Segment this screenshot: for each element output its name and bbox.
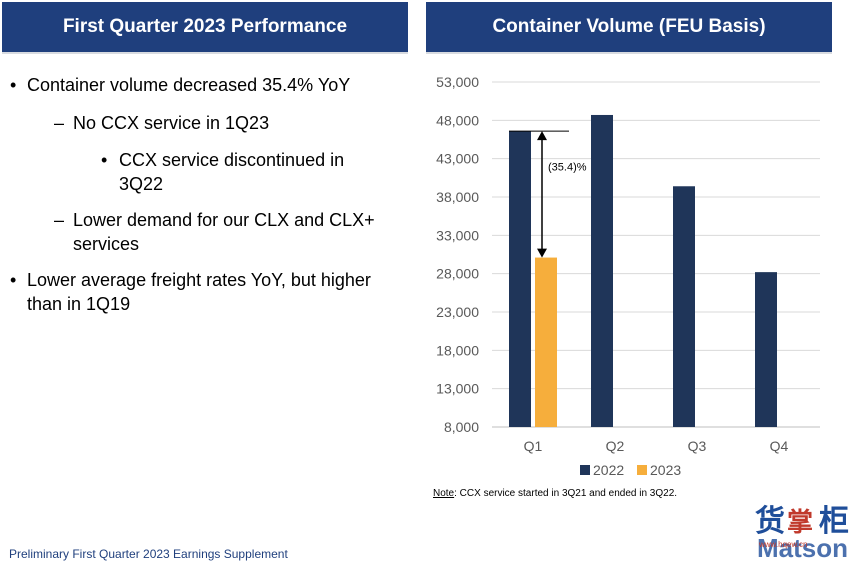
bullet-text: Container volume decreased 35.4% YoY (27, 75, 351, 95)
watermark-site: www.hqew.cn (758, 540, 807, 549)
y-tick-label: 33,000 (436, 227, 479, 243)
container-volume-chart: 8,000 13,000 18,000 23,000 28,000 33,000 38,00… (436, 74, 820, 478)
bar-2022-Q1 (509, 131, 531, 428)
y-tick-label: 43,000 (436, 151, 479, 167)
legend-swatch-2023 (637, 465, 647, 475)
left-panel-title: First Quarter 2023 Performance (2, 2, 408, 52)
bullet-text: No CCX service in 1Q23 (73, 113, 270, 133)
x-tick-label: Q3 (688, 438, 707, 454)
left-title-underline (2, 52, 408, 54)
y-tick-label: 18,000 (436, 342, 479, 358)
dash-marker: – (54, 210, 65, 230)
bullet-volume: • Container volume decreased 35.4% YoY (10, 73, 390, 97)
y-tick-label: 38,000 (436, 189, 479, 205)
bullet-no-ccx: – No CCX service in 1Q23 (54, 111, 384, 135)
watermark-brand: Matson (757, 533, 848, 563)
x-tick-label: Q2 (606, 438, 625, 454)
y-tick-label: 13,000 (436, 381, 479, 397)
dash-marker: – (54, 113, 65, 133)
footer-text: Preliminary First Quarter 2023 Earnings … (9, 547, 288, 561)
y-tick-label: 28,000 (436, 266, 479, 282)
legend-swatch-2022 (580, 465, 590, 475)
watermark-mark: 掌 (787, 508, 813, 538)
bullet-freight-rates: • Lower average freight rates YoY, but h… (10, 268, 405, 316)
bullet-text: CCX service discontinued in 3Q22 (119, 150, 345, 194)
y-tick-label: 48,000 (436, 112, 479, 128)
bullet-marker: • (10, 270, 17, 290)
note-label: Note (433, 488, 455, 499)
chart-note: Note: CCX service started in 3Q21 and en… (433, 488, 677, 499)
bullet-marker: • (101, 150, 108, 170)
legend-label: 2022 (593, 462, 624, 478)
x-tick-label: Q4 (770, 438, 789, 454)
matson-watermark: 货 掌 柜 Matson www.hqew.cn (755, 504, 849, 563)
bullet-marker: • (10, 75, 17, 95)
x-tick-label: Q1 (524, 438, 543, 454)
note-text: : CCX service started in 3Q21 and ended … (454, 488, 678, 499)
y-tick-label: 8,000 (444, 419, 479, 435)
bullet-text: Lower demand for our CLX and CLX+ servic… (73, 210, 375, 254)
annotation-label: (35.4)% (548, 161, 587, 173)
annotation-arrowhead-up (537, 131, 547, 141)
chart-panel-title: Container Volume (FEU Basis) (426, 2, 832, 52)
bullet-lower-demand: – Lower demand for our CLX and CLX+ serv… (54, 208, 409, 256)
bar-2022-Q4 (755, 272, 777, 427)
y-tick-label: 23,000 (436, 304, 479, 320)
annotation-arrowhead-down (537, 248, 547, 258)
watermark-text: 柜 (819, 504, 849, 539)
watermark-text: 货 (755, 504, 785, 539)
y-tick-label: 53,000 (436, 74, 479, 90)
bullet-text: Lower average freight rates YoY, but hig… (27, 270, 371, 314)
legend-label: 2023 (650, 462, 681, 478)
bar-2022-Q2 (591, 114, 613, 427)
bar-2022-Q3 (673, 186, 695, 427)
bar-2023-Q1 (535, 257, 557, 427)
bullet-ccx-discontinued: • CCX service discontinued in 3Q22 (101, 148, 381, 196)
right-title-underline (426, 52, 832, 54)
